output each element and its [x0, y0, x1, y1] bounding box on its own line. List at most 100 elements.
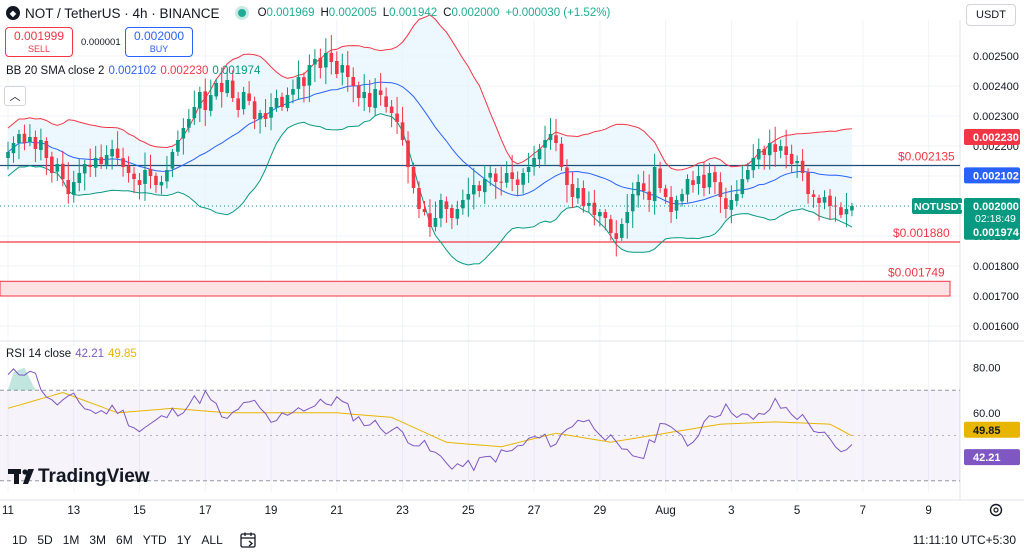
candle-body: [378, 90, 383, 95]
candle-body: [6, 152, 10, 158]
candle-body: [389, 106, 394, 113]
candle-body: [724, 198, 728, 209]
candle-body: [99, 157, 103, 164]
timeframe-bar: 1D 5D 1M 3M 6M YTD 1Y ALL 11:11:10 UTC+5…: [0, 527, 1024, 553]
symbol-title[interactable]: NOT / TetherUS · 4h · BINANCE: [25, 5, 220, 21]
candle-body: [773, 144, 777, 152]
candle-body: [335, 61, 339, 74]
candle-body: [165, 170, 169, 182]
candle-body: [22, 133, 27, 143]
bb-upper-line: [7, 14, 852, 171]
price-tick-label: 0.001800: [973, 261, 1019, 273]
tradingview-wordmark: TradingView: [38, 466, 150, 487]
time-tick-label: 27: [528, 505, 541, 517]
calendar-icon[interactable]: [239, 531, 257, 549]
bb-basis-line: [7, 81, 853, 205]
time-tick-label: 15: [133, 505, 146, 517]
candle-body: [669, 197, 673, 212]
candle-body: [537, 149, 542, 160]
last-price-value: 0.002000: [973, 201, 1019, 213]
candle-body: [302, 77, 306, 86]
candle-body: [493, 173, 498, 182]
rsi-tick-label: 80.00: [973, 363, 1001, 375]
candle-body: [329, 52, 334, 62]
candle-body: [198, 92, 202, 109]
candle-body: [61, 163, 65, 179]
bb-band-fill: [8, 14, 852, 266]
tradingview-logo[interactable]: TradingView: [8, 466, 150, 488]
bb-legend[interactable]: BB 20 SMA close 2 0.002102 0.002230 0.00197…: [6, 65, 260, 77]
candle-body: [570, 184, 575, 197]
candle-body: [406, 140, 410, 167]
candles: [6, 35, 854, 257]
candle-body: [219, 82, 224, 92]
currency-button[interactable]: USDT: [966, 4, 1016, 26]
ohlc-close: 0.002000: [451, 7, 500, 19]
buy-price: 0.002000: [133, 29, 185, 43]
candle-body: [148, 168, 153, 176]
candle-body: [66, 179, 71, 194]
candle-body: [702, 174, 706, 188]
candle-body: [756, 149, 761, 160]
candle-body: [696, 176, 701, 185]
candle-body: [225, 80, 229, 94]
candle-body: [126, 165, 131, 173]
rsi-tick-label: 60.00: [973, 408, 1001, 420]
candle-body: [104, 155, 109, 165]
candle-body: [658, 168, 662, 188]
buy-button[interactable]: 0.002000 BUY: [125, 27, 193, 57]
candle-body: [806, 172, 810, 194]
candle-body: [817, 197, 821, 203]
time-tick-label: 21: [330, 505, 343, 517]
price-tick-label: 0.002400: [973, 81, 1019, 93]
timeframe-ytd[interactable]: YTD: [142, 533, 167, 547]
price-badge: [964, 167, 1020, 184]
candle-body: [822, 197, 827, 203]
timeframe-5d[interactable]: 5D: [37, 533, 53, 547]
chevron-up-icon: ︿: [9, 91, 21, 103]
candle-body: [740, 179, 745, 195]
ohlc-values: O0.001969 H0.002005 L0.001942 C0.002000 +0.0…: [257, 7, 611, 19]
rsi-legend-ma: 49.85: [107, 348, 137, 360]
candle-body: [77, 173, 82, 184]
collapse-legend-button[interactable]: ︿: [4, 86, 26, 106]
time-tick-label: 13: [67, 505, 80, 517]
sell-button[interactable]: 0.001999 SELL: [5, 27, 73, 57]
candle-body: [784, 146, 788, 155]
candle-body: [307, 65, 312, 86]
candle-body: [800, 160, 805, 173]
rsi-legend[interactable]: RSI 14 close 42.21 49.85: [6, 348, 137, 360]
candle-body: [559, 143, 564, 167]
candle-body: [82, 164, 87, 174]
candle-body: [356, 85, 361, 98]
candle-body: [192, 107, 197, 119]
rsi-legend-value: 42.21: [75, 348, 104, 360]
timeframe-3m[interactable]: 3M: [89, 533, 107, 547]
timeframe-1y[interactable]: 1Y: [176, 533, 192, 547]
candle-body: [461, 200, 465, 209]
rsi-badge-label: 49.85: [973, 425, 1001, 437]
candle-body: [159, 182, 164, 186]
timeframe-1d[interactable]: 1D: [12, 533, 28, 547]
rsi-ma-line: [7, 391, 853, 448]
candle-body: [247, 93, 251, 101]
timeframe-6m[interactable]: 6M: [116, 533, 133, 547]
spread-value: 0.000001: [81, 37, 121, 48]
candle-body: [71, 182, 76, 195]
gear-ring: [989, 503, 1003, 517]
utc-clock[interactable]: 11:11:10 UTC+5:30: [912, 533, 1016, 547]
timeframe-all[interactable]: ALL: [201, 533, 223, 547]
candle-body: [833, 205, 838, 207]
settings-gear-icon[interactable]: [989, 503, 1003, 517]
candle-body: [472, 185, 476, 195]
candle-body: [636, 182, 640, 196]
candle-body: [313, 59, 317, 65]
timeframe-1m[interactable]: 1M: [62, 533, 80, 547]
candle-body: [751, 158, 756, 171]
resistance-label: $0.002135: [898, 150, 955, 164]
bb-legend-basis: 0.002102: [108, 65, 157, 77]
candle-body: [55, 164, 60, 172]
candle-body: [110, 149, 114, 157]
candle-body: [707, 173, 712, 188]
